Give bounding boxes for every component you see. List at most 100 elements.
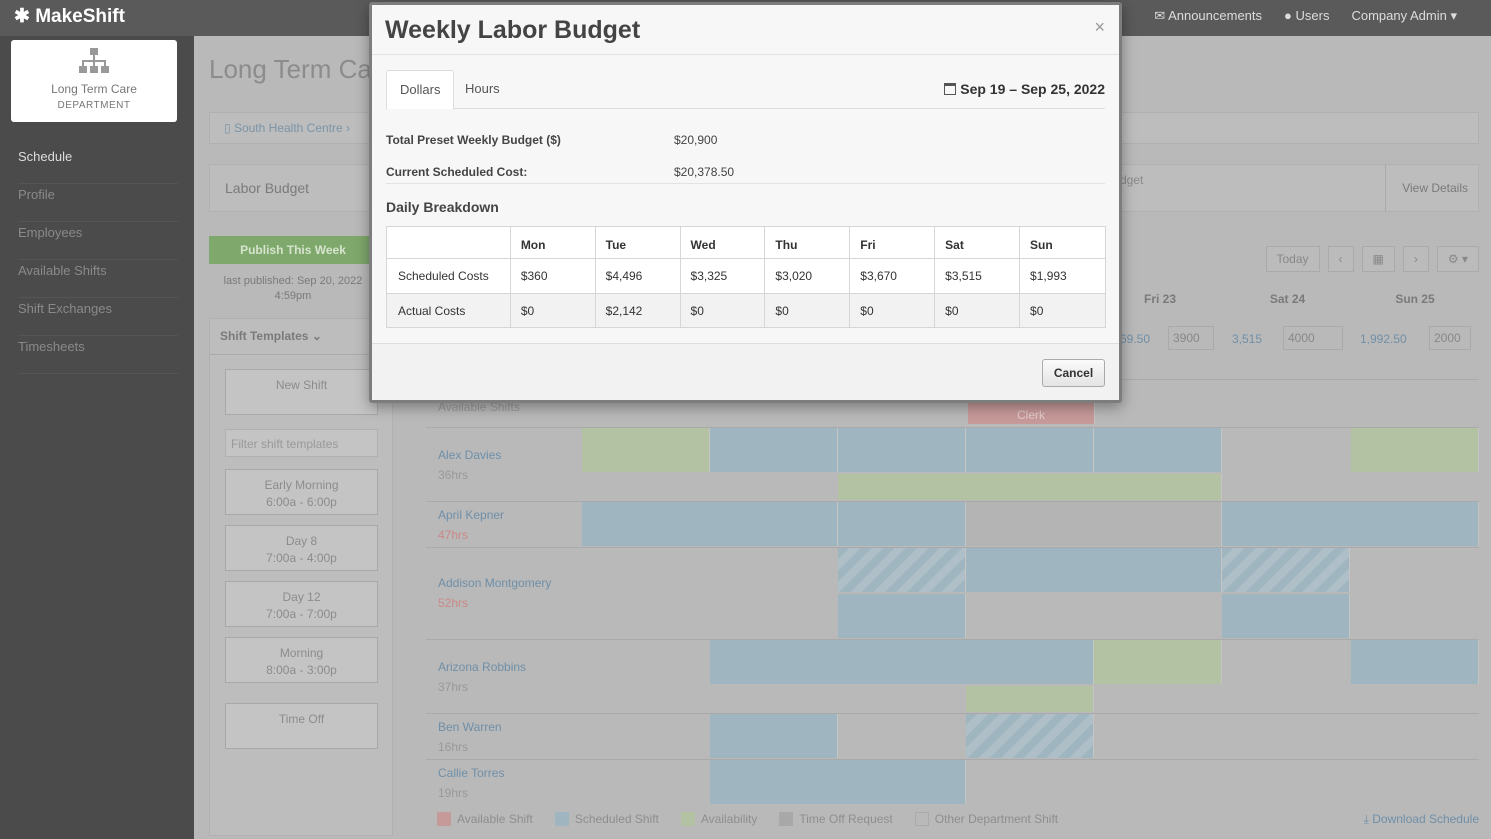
sidebar-item-profile[interactable]: Profile [18,184,178,222]
caret-down-icon: ▾ [1450,8,1457,23]
availability-block[interactable] [966,686,1094,712]
shift-block[interactable] [838,428,966,472]
labor-bar-divider [1385,165,1386,211]
today-button[interactable]: Today [1265,246,1320,272]
template-item[interactable]: Day 8 7:00a - 4:00p [225,525,378,571]
day-header-fri: Fri 23 [1143,292,1176,306]
employee-hours: 52hrs [438,596,469,610]
employee-row: Callie Torres 19hrs [426,760,1479,804]
employee-hours: 36hrs [438,468,469,482]
total-budget-label: Total Preset Weekly Budget ($) [386,133,561,147]
employee-name[interactable]: Addison Montgomery [438,576,552,590]
shift-block[interactable] [966,548,1222,592]
breadcrumb-location[interactable]: South Health Centre [233,121,343,135]
chevron-down-icon: ⌄ [311,329,322,343]
close-icon[interactable]: × [1094,17,1105,37]
available-shifts-label: Available Shifts [438,400,520,414]
next-week-button[interactable]: › [1402,246,1429,272]
availability-block[interactable] [582,428,710,472]
grid-toolbar: Today ‹ ▦ › ⚙ ▾ [1265,246,1479,272]
table-row: Scheduled Costs $360 $4,496 $3,325 $3,02… [386,258,1106,294]
side-nav: Schedule Profile Employees Available Shi… [18,146,178,374]
sidebar-item-available-shifts[interactable]: Available Shifts [18,260,178,298]
availability-block[interactable] [1351,428,1479,472]
employee-row: Addison Montgomery 52hrs [426,548,1479,640]
shift-templates-panel: Shift Templates ⌄ New Shift Filter shift… [209,318,393,836]
announcements-link[interactable]: ✉ Announcements [1154,8,1262,24]
template-item[interactable]: Day 12 7:00a - 7:00p [225,581,378,627]
template-item[interactable]: Morning 8:00a - 3:00p [225,637,378,683]
chevron-left-icon: ‹ [1338,252,1343,266]
last-published-info: last published: Sep 20, 2022 4:59pm [209,274,377,304]
employee-name[interactable]: Ben Warren [438,720,502,734]
employee-name[interactable]: Alex Davies [438,448,502,462]
download-schedule-link[interactable]: ⤓ Download Schedule [1364,812,1479,827]
sidebar-item-timesheets[interactable]: Timesheets [18,336,178,374]
shift-block[interactable] [838,548,966,592]
table-cell: $0 [934,293,1021,328]
employee-name[interactable]: April Kepner [438,508,505,522]
shift-block[interactable] [1222,502,1479,546]
filter-templates-input[interactable]: Filter shift templates [225,429,378,457]
cancel-button[interactable]: Cancel [1042,359,1105,387]
company-admin-menu[interactable]: Company Admin ▾ [1351,8,1457,24]
time-off-block[interactable] [966,502,1222,546]
template-time: 7:00a - 7:00p [266,607,337,621]
top-nav: ✉ Announcements ● Users Company Admin ▾ [1154,8,1457,24]
settings-menu-button[interactable]: ⚙ ▾ [1436,246,1479,272]
legend-available: Available Shift [437,812,533,826]
view-details-link[interactable]: View Details [1402,181,1468,195]
table-header: Wed [679,226,766,259]
budget-sun-input[interactable]: 2000 [1429,326,1471,350]
shift-block[interactable] [710,714,838,758]
app-logo[interactable]: ✱ MakeShift [14,6,125,27]
shift-block[interactable] [966,428,1094,472]
tab-hours[interactable]: Hours [465,81,500,96]
template-item[interactable]: Early Morning 6:00a - 6:00p [225,469,378,515]
weekly-labor-budget-modal: Weekly Labor Budget × Dollars Hours Sep … [369,2,1122,403]
row-label: Actual Costs [386,293,511,328]
availability-block[interactable] [1094,640,1222,684]
template-time: 6:00a - 6:00p [266,495,337,509]
table-cell: $2,142 [594,293,681,328]
calendar-button[interactable]: ▦ [1361,246,1395,272]
prev-week-button[interactable]: ‹ [1327,246,1354,272]
time-off-button[interactable]: Time Off [225,703,378,749]
shift-block[interactable] [1222,594,1350,638]
download-icon: ⤓ [1363,812,1369,826]
shift-block[interactable] [1222,548,1350,592]
sidebar-item-schedule[interactable]: Schedule [18,146,178,184]
tab-dollars[interactable]: Dollars [386,70,455,110]
calendar-icon: ▦ [1372,252,1384,266]
shift-block[interactable] [838,502,966,546]
budget-sat-input[interactable]: 4000 [1283,326,1343,350]
shift-block[interactable] [1351,640,1479,684]
sidebar: Long Term Care DEPARTMENT Schedule Profi… [0,36,194,839]
template-time: 8:00a - 3:00p [266,663,337,677]
shift-block[interactable] [838,594,966,638]
shift-block[interactable] [582,502,838,546]
legend-swatch [779,812,794,826]
budget-fri-input[interactable]: 3900 [1168,326,1214,350]
shift-block[interactable] [1094,428,1222,472]
shift-block[interactable] [966,714,1094,758]
shift-block[interactable] [710,640,1094,684]
employee-name[interactable]: Callie Torres [438,766,505,780]
new-shift-button[interactable]: New Shift [225,369,378,415]
employee-name[interactable]: Arizona Robbins [438,660,527,674]
department-name: Long Term Care [51,82,137,96]
sidebar-item-shift-exchanges[interactable]: Shift Exchanges [18,298,178,336]
shift-block[interactable] [710,760,966,804]
legend-other-dept: Other Department Shift [914,812,1058,826]
department-card[interactable]: Long Term Care DEPARTMENT [11,40,177,122]
available-shift-cell[interactable]: Clerk [968,402,1095,424]
table-cell: $0 [679,293,766,328]
sidebar-item-employees[interactable]: Employees [18,222,178,260]
availability-block[interactable] [838,474,1222,500]
table-header: Fri [849,226,936,259]
shift-templates-header[interactable]: Shift Templates ⌄ [210,319,392,355]
budget-fri-value: 69.50 [1120,332,1151,346]
users-link[interactable]: ● Users [1284,8,1329,24]
shift-block[interactable] [710,428,838,472]
publish-week-button[interactable]: Publish This Week [209,236,377,264]
